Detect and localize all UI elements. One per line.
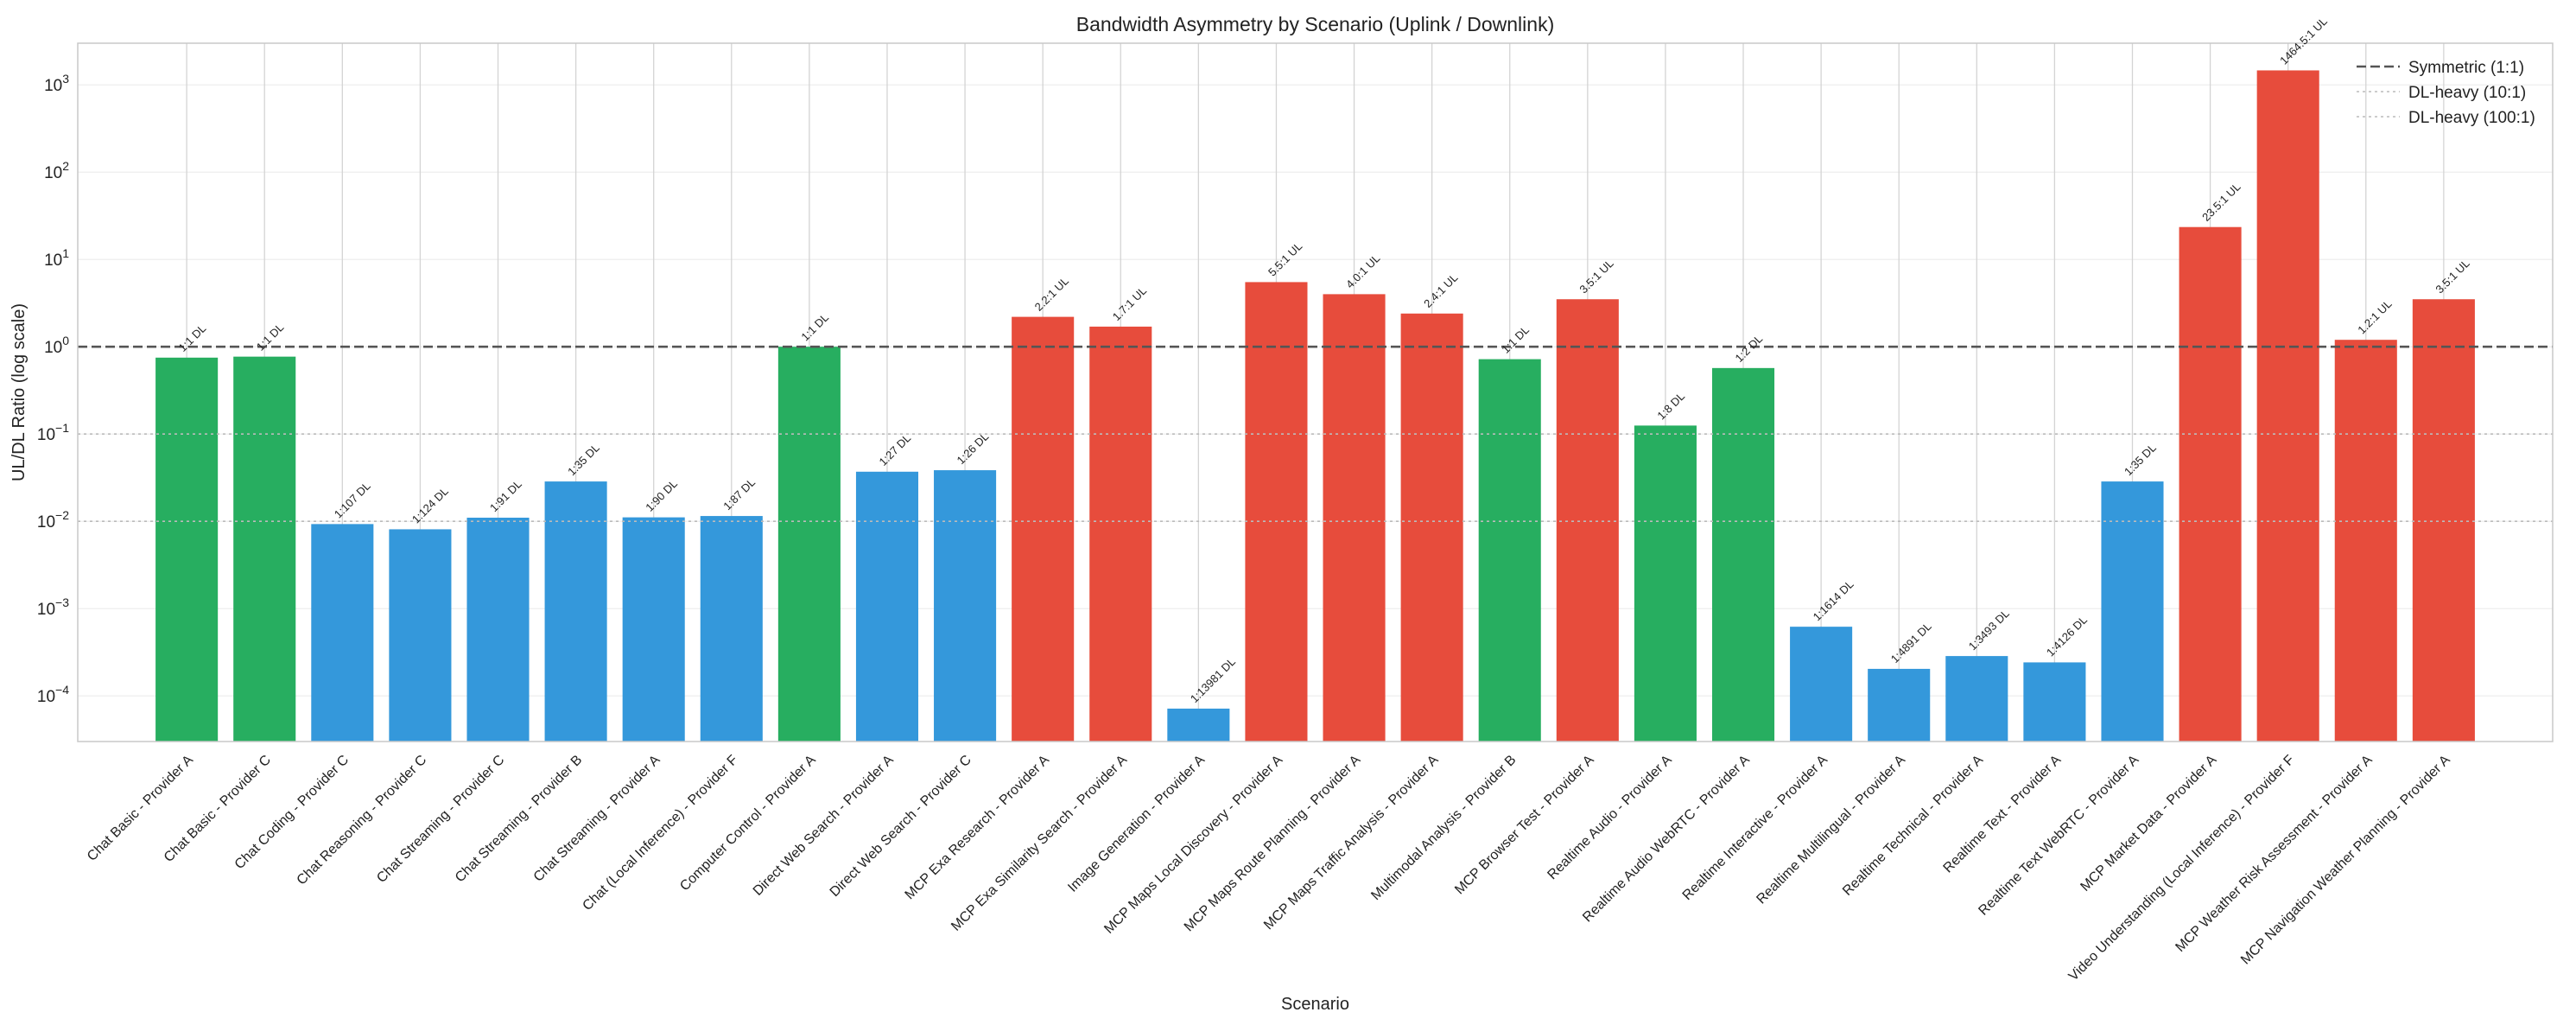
- bar: [2101, 481, 2164, 742]
- y-tick-base: 10: [37, 426, 55, 444]
- y-tick-label: 10−4: [37, 683, 69, 706]
- legend: Symmetric (1:1) DL-heavy (10:1) DL-heavy (…: [2357, 59, 2535, 127]
- bar: [1790, 627, 1853, 742]
- x-axis-label: Scenario: [1281, 995, 1349, 1014]
- bar: [1089, 326, 1152, 742]
- bar: [389, 529, 452, 742]
- y-axis-label: UL/DL Ratio (log scale): [10, 303, 29, 481]
- plot-frame: [77, 42, 2554, 742]
- y-tick-label: 10−3: [37, 595, 69, 619]
- bars: [155, 70, 2475, 742]
- y-tick-exponent: −2: [55, 508, 69, 522]
- bar: [1868, 668, 1931, 742]
- y-tick-base: 10: [44, 339, 62, 357]
- y-tick-exponent: 3: [62, 72, 69, 86]
- bar: [311, 524, 374, 742]
- y-tick-label: 103: [44, 72, 69, 95]
- bar: [934, 470, 997, 742]
- bar: [1711, 367, 1775, 742]
- bar: [1400, 313, 1463, 742]
- bar: [2179, 226, 2242, 742]
- bar: [1323, 294, 1386, 742]
- bar: [466, 518, 530, 742]
- bar: [622, 517, 685, 742]
- y-tick-exponent: −1: [55, 421, 69, 435]
- bar: [1245, 282, 1308, 742]
- bar: [233, 356, 296, 742]
- y-tick-exponent: 2: [62, 159, 69, 173]
- y-tick-exponent: 0: [62, 334, 69, 347]
- y-tick-base: 10: [44, 77, 62, 95]
- y-tick-label: 10−1: [37, 421, 69, 444]
- legend-label: DL-heavy (10:1): [2408, 84, 2526, 102]
- y-tick-label: 100: [44, 334, 69, 357]
- bar: [777, 347, 841, 742]
- bar: [855, 471, 919, 742]
- bar: [1012, 316, 1075, 742]
- bar: [2023, 662, 2086, 742]
- y-tick-exponent: −4: [55, 683, 69, 697]
- bar: [544, 481, 607, 742]
- y-tick-base: 10: [44, 251, 62, 270]
- y-tick-label: 101: [44, 246, 69, 270]
- bar: [2412, 299, 2475, 742]
- bar: [155, 357, 219, 742]
- y-tick-base: 10: [37, 513, 55, 532]
- y-tick-exponent: −3: [55, 595, 69, 609]
- bar: [1167, 708, 1230, 742]
- bar: [1556, 299, 1619, 742]
- legend-label: DL-heavy (100:1): [2408, 109, 2535, 127]
- bar: [700, 516, 763, 742]
- y-tick-label: 102: [44, 159, 69, 182]
- legend-label: Symmetric (1:1): [2408, 59, 2524, 77]
- bar: [1478, 359, 1541, 742]
- y-tick-label: 10−2: [37, 508, 69, 532]
- y-tick-base: 10: [44, 164, 62, 182]
- bar: [2256, 70, 2319, 742]
- bar: [2334, 340, 2397, 742]
- bar: [1945, 656, 2008, 742]
- y-tick-base: 10: [37, 688, 55, 706]
- chart-title: Bandwidth Asymmetry by Scenario (Uplink …: [1076, 13, 1554, 35]
- reference-lines: [78, 345, 2553, 522]
- y-tick-exponent: 1: [62, 246, 69, 260]
- y-tick-base: 10: [37, 601, 55, 619]
- bar: [1634, 425, 1697, 742]
